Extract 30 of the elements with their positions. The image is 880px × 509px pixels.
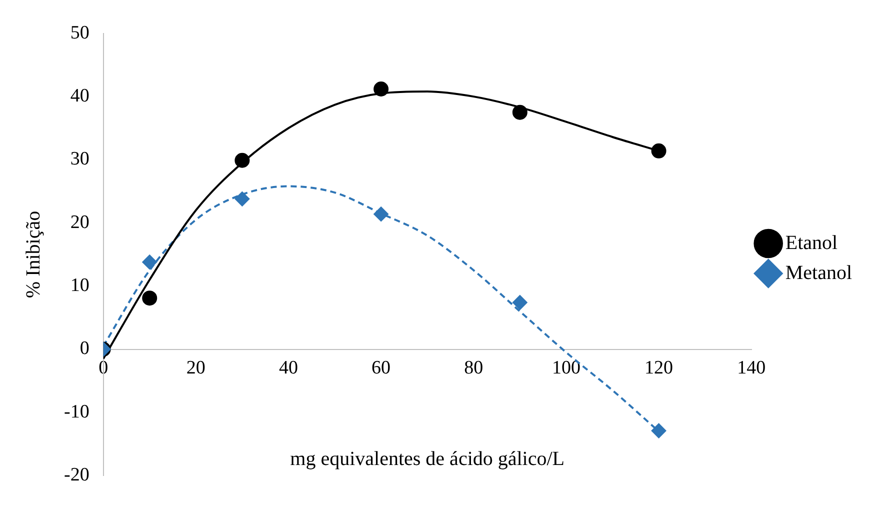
point xyxy=(651,423,666,438)
y-axis-title: % Inibição xyxy=(22,210,44,298)
point xyxy=(374,81,389,96)
point xyxy=(142,290,158,306)
legend-label: Etanol xyxy=(785,232,838,254)
y-tick-label: 50 xyxy=(70,22,90,44)
x-tick-label: 80 xyxy=(464,358,484,379)
x-tick-label: 20 xyxy=(186,358,206,379)
point xyxy=(651,143,666,158)
point xyxy=(142,254,158,270)
x-tick-label: 60 xyxy=(372,358,391,379)
point xyxy=(512,295,528,310)
x-axis-title: mg equivalentes de ácido gálico/L xyxy=(290,448,565,470)
y-tick-label: 40 xyxy=(70,86,90,107)
y-tick-label: 30 xyxy=(70,148,90,170)
y-tick-label: -10 xyxy=(64,401,90,422)
point xyxy=(512,104,528,120)
x-tick-label: 120 xyxy=(644,358,674,379)
x-tick-label: 100 xyxy=(552,358,580,379)
x-tick-label: 140 xyxy=(737,358,766,379)
x-tick-label: 40 xyxy=(278,358,298,379)
legend-label: Metanol xyxy=(785,262,852,284)
x-tick-label: 0 xyxy=(98,358,108,379)
y-tick-label: 20 xyxy=(70,212,90,233)
y-tick-label: 0 xyxy=(80,338,90,360)
point xyxy=(234,152,250,168)
point xyxy=(374,206,389,222)
point xyxy=(234,191,250,206)
y-tick-label: 10 xyxy=(70,275,90,296)
y-tick-label: -20 xyxy=(64,464,90,486)
